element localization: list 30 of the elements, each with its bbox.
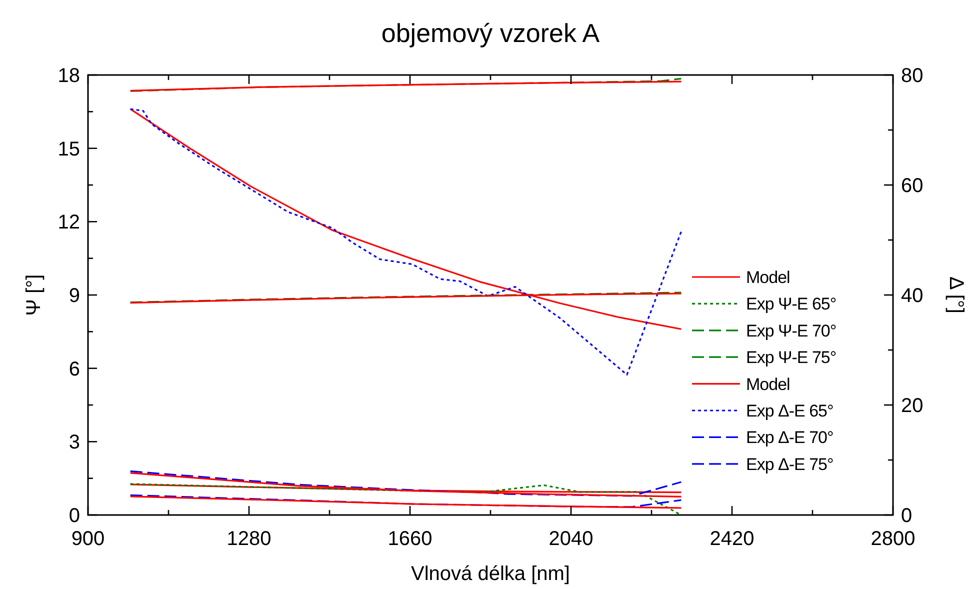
- x-tick-label: 1280: [226, 528, 272, 550]
- x-tick-label: 900: [71, 528, 105, 550]
- legend-label: Exp Ψ-E 70°: [746, 321, 836, 340]
- legend-label: Model: [746, 268, 790, 287]
- y2-axis-title: Δ [°]: [945, 276, 967, 314]
- legend-label: Exp Δ-E 70°: [746, 428, 834, 448]
- y2-tick-label: 20: [901, 395, 924, 417]
- y-tick-label: 12: [58, 212, 80, 234]
- y-tick-label: 9: [68, 285, 80, 307]
- legend-label: Exp Ψ-E 75°: [746, 348, 836, 368]
- y-tick-label: 0: [68, 505, 80, 527]
- y2-tick-label: 40: [901, 285, 924, 307]
- y2-tick-label: 60: [901, 175, 924, 197]
- chart-title: objemový vzorek A: [381, 18, 600, 48]
- legend-label: Model: [746, 374, 790, 394]
- legend-label: Exp Δ-E 65°: [746, 402, 834, 420]
- x-axis-title: Vlnová délka [nm]: [411, 563, 570, 585]
- legend-label: Exp Δ-E 75°: [746, 454, 834, 474]
- x-tick-label: 2800: [870, 528, 916, 550]
- x-tick-label: 1660: [388, 528, 432, 550]
- y-tick-label: 18: [58, 65, 80, 87]
- y-tick-label: 15: [58, 138, 80, 160]
- y-tick-label: 6: [68, 358, 80, 380]
- x-tick-label: 2040: [548, 528, 594, 550]
- y-tick-label: 3: [68, 432, 80, 454]
- y-axis-title: Ψ [°]: [23, 274, 45, 316]
- y2-tick-label: 80: [901, 65, 924, 87]
- legend-label: Exp Ψ-E 65°: [746, 294, 836, 314]
- x-tick-label: 2420: [710, 528, 754, 550]
- y2-tick-label: 0: [901, 505, 912, 527]
